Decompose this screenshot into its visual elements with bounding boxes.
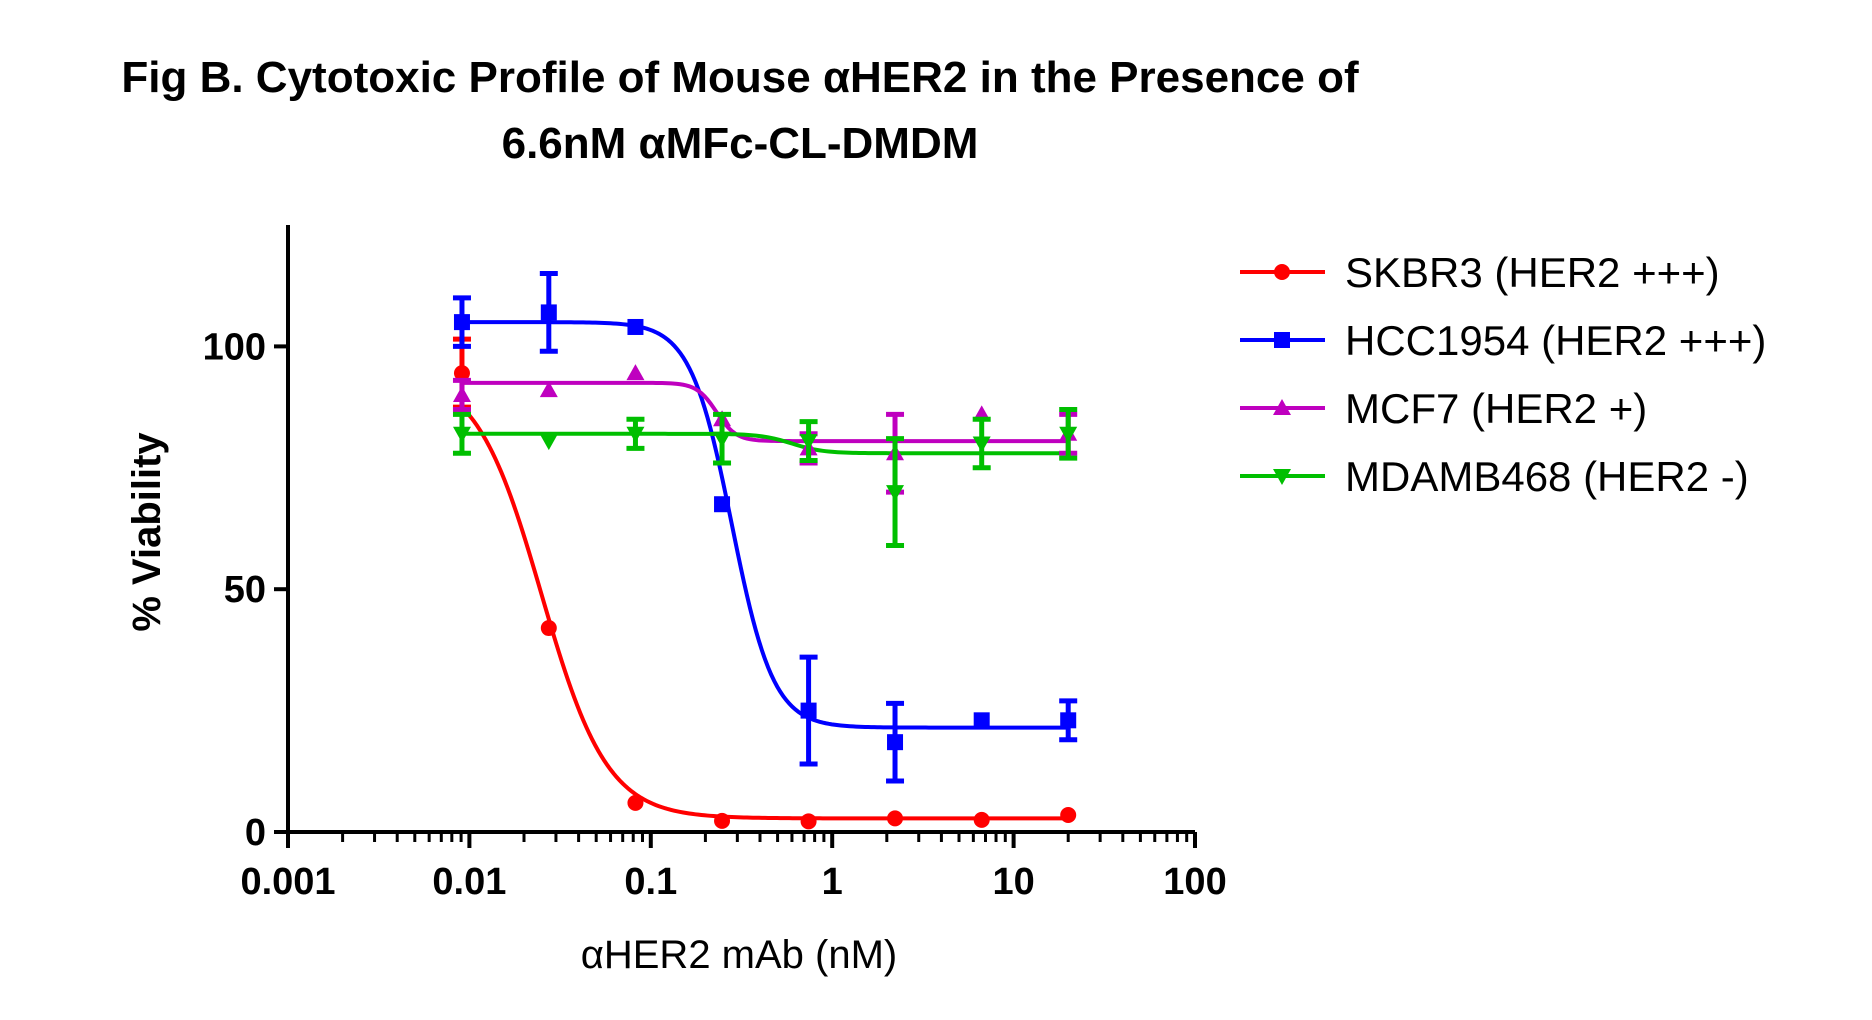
- data-points: [452, 271, 1078, 830]
- data-point-triangle-down: [972, 436, 991, 453]
- x-tick-label: 100: [1163, 861, 1226, 903]
- y-tick-label: 0: [245, 812, 266, 854]
- data-point-triangle-up: [452, 385, 471, 402]
- legend-label: HCC1954 (HER2 +++): [1345, 317, 1766, 364]
- data-point-triangle-down: [452, 426, 471, 443]
- data-point-square: [1060, 712, 1077, 729]
- y-tick-label: 50: [224, 569, 266, 611]
- legend: SKBR3 (HER2 +++) HCC1954 (HER2 +++) MCF7 (…: [1240, 249, 1766, 500]
- data-point-circle: [887, 810, 904, 827]
- data-point-square: [973, 712, 990, 729]
- x-tick-label: 0.1: [624, 861, 677, 903]
- data-point-square: [887, 734, 904, 751]
- data-point-circle: [1274, 264, 1290, 280]
- data-point-triangle-down: [713, 431, 732, 448]
- legend-label: MDAMB468 (HER2 -): [1345, 453, 1749, 500]
- chart-title: Fig B. Cytotoxic Profile of Mouse αHER2 …: [121, 53, 1359, 102]
- legend-label: MCF7 (HER2 +): [1345, 385, 1647, 432]
- data-point-circle: [973, 811, 990, 828]
- data-point-square: [627, 318, 644, 335]
- data-point-triangle-down: [539, 434, 558, 451]
- y-axis-label: % Viability: [125, 432, 169, 632]
- data-point-circle: [453, 365, 470, 382]
- data-point-triangle-down: [626, 426, 645, 443]
- data-point-triangle-down: [1059, 426, 1078, 443]
- data-point-square: [800, 702, 817, 719]
- legend-label: SKBR3 (HER2 +++): [1345, 249, 1720, 296]
- chart-subtitle: 6.6nM αMFc-CL-DMDM: [502, 119, 979, 168]
- x-tick-label: 10: [992, 861, 1034, 903]
- data-point-triangle-up: [1273, 399, 1291, 415]
- axes: 0 50 100 0.001 0.01 0.1 1 10 100: [203, 225, 1227, 903]
- data-point-triangle-down: [886, 485, 905, 502]
- data-point-square: [1274, 332, 1290, 348]
- x-tick-label: 0.001: [240, 861, 335, 903]
- x-tick-label: 1: [822, 861, 843, 903]
- data-point-square: [714, 496, 731, 513]
- data-point-circle: [540, 620, 557, 637]
- y-tick-label: 100: [203, 326, 266, 368]
- data-point-triangle-down: [1273, 469, 1291, 485]
- x-tick-label: 0.01: [432, 861, 506, 903]
- data-point-circle: [800, 813, 817, 830]
- data-point-square: [540, 304, 557, 321]
- data-point-circle: [714, 812, 731, 829]
- fit-curve-series-4: [461, 431, 1069, 456]
- fit-curve-series-1: [460, 405, 1069, 821]
- data-point-circle: [1060, 807, 1077, 824]
- fit-curve-series-3: [461, 380, 1069, 444]
- fit-curves: [460, 320, 1069, 821]
- fit-curve-series-2: [461, 320, 1069, 730]
- x-axis-label: αHER2 mAb (nM): [581, 933, 898, 977]
- data-point-circle: [627, 794, 644, 811]
- data-point-triangle-up: [539, 381, 558, 398]
- data-point-square: [453, 314, 470, 331]
- data-point-triangle-up: [626, 364, 645, 381]
- data-point-triangle-down: [799, 434, 818, 451]
